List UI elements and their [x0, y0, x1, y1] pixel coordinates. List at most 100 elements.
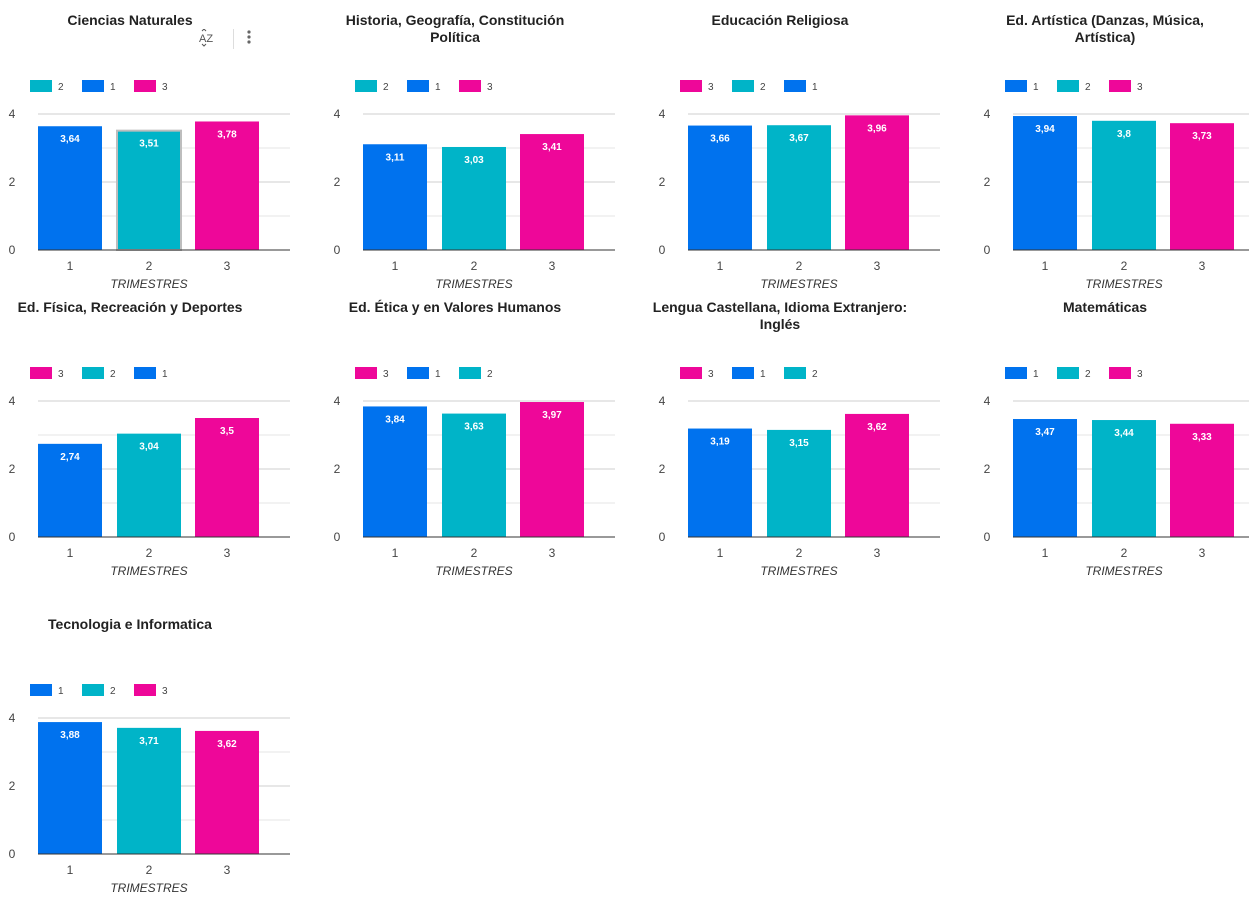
chart-title: Ed. Física, Recreación y Deportes [17, 299, 243, 315]
chart-title: Historia, Geografía, Constitución Políti… [345, 12, 565, 45]
legend-swatch [355, 80, 377, 92]
legend-label: 2 [812, 369, 818, 380]
x-tick-label: 3 [224, 863, 231, 877]
legend-swatch [784, 80, 806, 92]
legend-label: 2 [383, 82, 389, 93]
legend-label: 1 [110, 82, 116, 93]
bar-value-label: 3,84 [385, 414, 405, 425]
bar-chart: 3 2 1 0 2 4 2,74 1 3,04 2 3,5 3 TRIMESTRES [9, 367, 290, 578]
bar-value-label: 3,94 [1035, 124, 1055, 135]
y-tick-label: 2 [659, 462, 666, 476]
chart-panel: Ed. Artística (Danzas, Música, Artística… [975, 0, 1249, 291]
legend-swatch [732, 80, 754, 92]
bar-value-label: 3,63 [464, 422, 484, 433]
bar-value-label: 3,62 [217, 739, 237, 750]
more-vert-icon[interactable] [246, 29, 252, 49]
bar-value-label: 3,47 [1035, 427, 1055, 438]
bar[interactable] [442, 146, 506, 250]
chart-panel: Educación Religiosa 3 2 1 0 2 4 3,66 1 3,67 2 3,96 3… [650, 0, 950, 291]
chart-title: Tecnologia e Informatica [48, 616, 212, 632]
y-tick-label: 2 [334, 175, 341, 189]
x-tick-label: 1 [717, 259, 724, 273]
x-axis-title: TRIMESTRES [760, 277, 837, 291]
bar[interactable] [38, 443, 102, 537]
x-tick-label: 1 [392, 546, 399, 560]
chart-toolbar: AZ [195, 28, 252, 50]
bar[interactable] [520, 402, 584, 537]
x-tick-label: 1 [67, 546, 74, 560]
legend-swatch [732, 367, 754, 379]
bar[interactable] [688, 428, 752, 537]
chart-title: Lengua Castellana, Idioma Extranjero: In… [652, 299, 908, 332]
x-tick-label: 3 [1199, 546, 1206, 560]
bar[interactable] [767, 125, 831, 250]
bar[interactable] [845, 115, 909, 250]
x-tick-label: 1 [1042, 546, 1049, 560]
x-tick-label: 2 [471, 259, 478, 273]
bar[interactable] [363, 406, 427, 537]
bar[interactable] [1013, 419, 1077, 537]
bar[interactable] [845, 413, 909, 537]
bar[interactable] [195, 418, 259, 537]
legend-label: 3 [1137, 369, 1143, 380]
x-axis-title: TRIMESTRES [110, 881, 187, 895]
legend-swatch [134, 80, 156, 92]
bar[interactable] [442, 413, 506, 537]
bar-value-label: 3,88 [60, 730, 80, 741]
legend-swatch [134, 367, 156, 379]
bar-value-label: 3,03 [464, 155, 484, 166]
x-tick-label: 2 [1121, 259, 1128, 273]
legend-swatch [30, 80, 52, 92]
bar-value-label: 3,96 [867, 123, 887, 134]
bar-value-label: 3,71 [139, 736, 159, 747]
bar[interactable] [195, 121, 259, 250]
bar[interactable] [767, 429, 831, 537]
legend-swatch [407, 80, 429, 92]
legend-swatch [30, 367, 52, 379]
legend-swatch [680, 80, 702, 92]
y-tick-label: 0 [659, 530, 666, 544]
bar-value-label: 3,44 [1114, 428, 1134, 439]
y-tick-label: 4 [659, 107, 666, 121]
bar[interactable] [117, 727, 181, 854]
x-tick-label: 3 [874, 259, 881, 273]
bar[interactable] [1092, 120, 1156, 250]
y-tick-label: 4 [334, 107, 341, 121]
bar[interactable] [363, 144, 427, 250]
bar[interactable] [1170, 423, 1234, 537]
legend-label: 1 [812, 82, 818, 93]
x-axis-title: TRIMESTRES [110, 564, 187, 578]
bar-value-label: 3,15 [789, 438, 809, 449]
chart-title: Ed. Ética y en Valores Humanos [348, 299, 562, 315]
legend-label: 1 [435, 82, 441, 93]
bar[interactable] [116, 129, 182, 251]
bar[interactable] [195, 730, 259, 854]
bar[interactable] [520, 134, 584, 250]
x-tick-label: 3 [1199, 259, 1206, 273]
bar[interactable] [38, 722, 102, 854]
legend-label: 3 [487, 82, 493, 93]
y-tick-label: 2 [984, 462, 991, 476]
x-axis-title: TRIMESTRES [760, 564, 837, 578]
bar[interactable] [1170, 123, 1234, 250]
x-tick-label: 1 [717, 546, 724, 560]
bar-value-label: 3,67 [789, 133, 809, 144]
chart-panel: Ciencias Naturales AZ 2 1 3 0 2 4 3,64 1 3,51 2 3,78… [0, 0, 300, 291]
bar[interactable] [688, 125, 752, 250]
bar[interactable] [1092, 420, 1156, 537]
bar[interactable] [117, 433, 181, 537]
bar[interactable] [38, 126, 102, 250]
x-tick-label: 3 [224, 259, 231, 273]
bar-chart: 1 2 3 0 2 4 3,88 1 3,71 2 3,62 3 TRIMESTRES [9, 684, 290, 895]
sort-az-icon[interactable]: AZ [195, 28, 217, 49]
chart-panel: Tecnologia e Informatica 1 2 3 0 2 4 3,88 1 3,71 2… [0, 604, 300, 895]
legend-label: 3 [383, 369, 389, 380]
y-tick-label: 4 [9, 711, 16, 725]
legend-label: 3 [1137, 82, 1143, 93]
y-tick-label: 0 [9, 847, 16, 861]
x-tick-label: 1 [1042, 259, 1049, 273]
bar-value-label: 3,73 [1192, 131, 1212, 142]
legend-label: 2 [58, 82, 64, 93]
bar[interactable] [1013, 116, 1077, 250]
legend-label: 3 [708, 82, 714, 93]
